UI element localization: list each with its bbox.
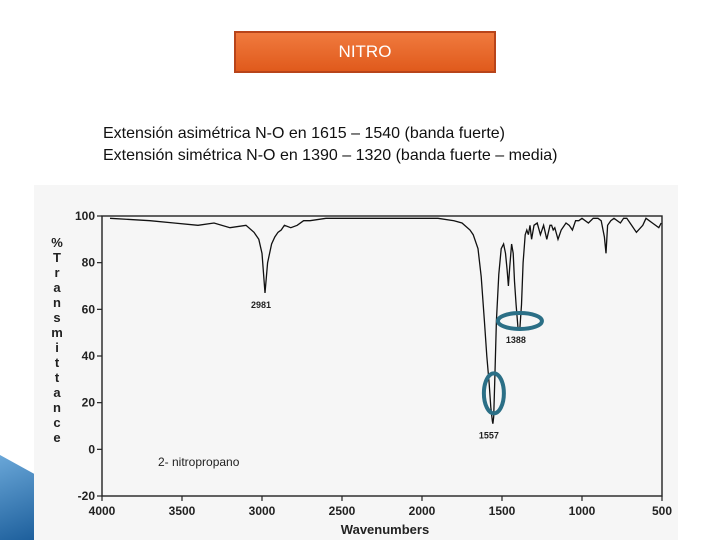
y-axis-label-letter: r [54,265,59,280]
y-axis-label-letter: c [53,415,60,430]
y-axis-label-letter: s [53,310,60,325]
spectrum-line [109,217,662,424]
x-tick-label: 500 [652,504,672,518]
x-tick-label: 1500 [489,504,516,518]
scan-background [34,185,678,540]
description: Extensión asimétrica N-O en 1615 – 1540 … [103,123,557,167]
slide-title: NITRO [234,31,496,73]
y-axis-label-letter: i [55,340,59,355]
y-axis-label-letter: t [55,370,60,385]
x-tick-label: 2500 [329,504,356,518]
y-axis-label-letter: t [55,355,60,370]
y-tick-label: 80 [82,256,96,270]
y-axis-label-letter: e [53,430,60,445]
y-tick-label: 20 [82,396,96,410]
x-tick-label: 2000 [409,504,436,518]
peak-label: 1557 [479,431,499,441]
y-tick-label: 0 [88,442,95,456]
y-axis-label-letter: n [53,400,61,415]
x-tick-label: 3000 [249,504,276,518]
y-axis-label-letter: a [53,385,61,400]
y-tick-label: -20 [78,489,96,503]
x-tick-label: 4000 [89,504,116,518]
y-axis-label-letter: m [51,325,63,340]
description-line-asymmetric: Extensión asimétrica N-O en 1615 – 1540 … [103,125,506,142]
x-axis-label: Wavenumbers [341,522,429,537]
y-tick-label: 60 [82,302,96,316]
peak-label: 1388 [506,335,526,345]
y-axis-label-letter: n [53,295,61,310]
y-tick-label: 40 [82,349,96,363]
description-line-symmetric: Extensión simétrica N-O en 1390 – 1320 (… [103,147,558,164]
y-axis-label-letter: a [53,280,61,295]
asymmetric-band-highlight [481,371,506,416]
x-tick-label: 1000 [569,504,596,518]
y-tick-label: 100 [75,209,95,223]
y-axis-label-letter: % [51,235,63,250]
symmetric-band-highlight [495,311,544,331]
y-axis-label-letter: T [53,250,61,265]
x-tick-label: 3500 [169,504,196,518]
slide-accent-shape [0,455,34,540]
peak-label: 2981 [251,300,271,310]
compound-annotation: 2- nitropropano [158,455,240,469]
